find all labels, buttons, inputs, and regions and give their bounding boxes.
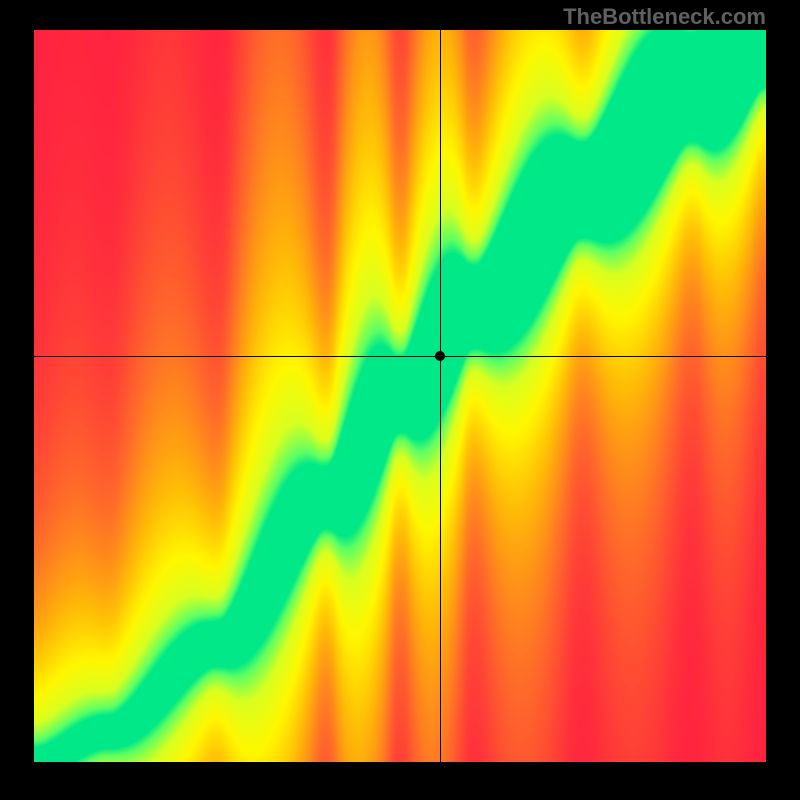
heatmap-plot [34,30,766,762]
crosshair-vertical [440,30,441,762]
crosshair-marker [435,351,445,361]
heatmap-canvas [34,30,766,762]
watermark-text: TheBottleneck.com [563,4,766,30]
crosshair-horizontal [34,356,766,357]
